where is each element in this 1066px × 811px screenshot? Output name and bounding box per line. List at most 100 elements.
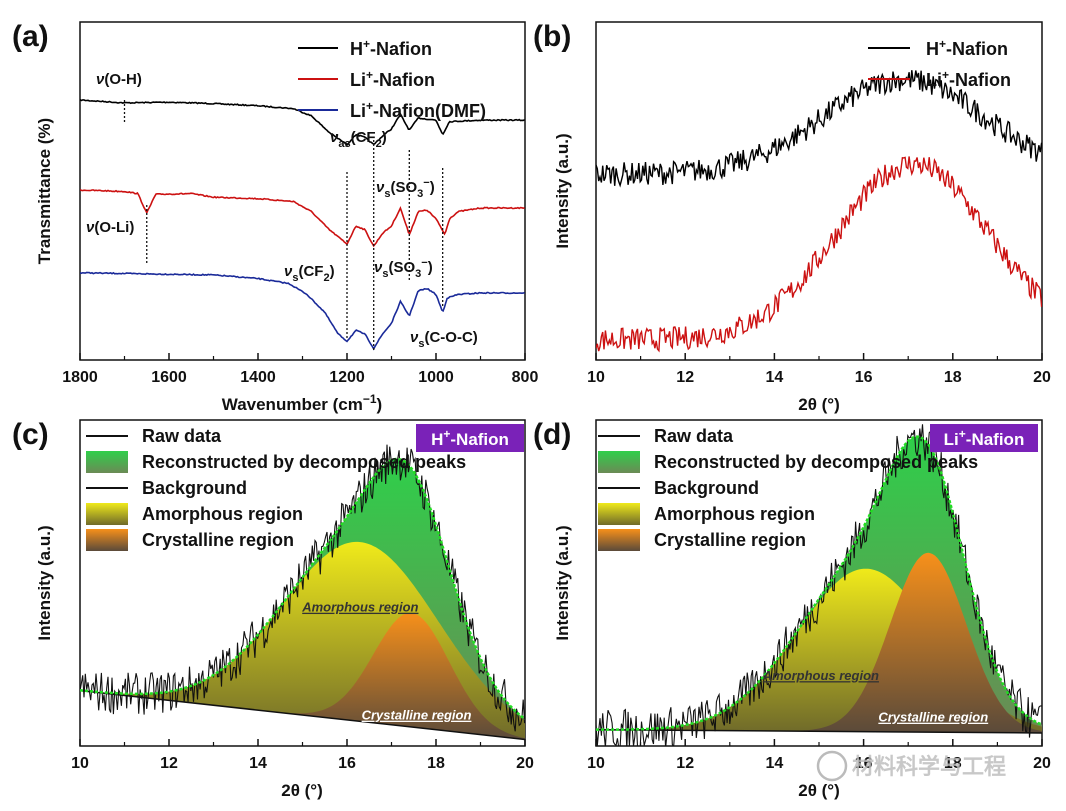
panel-c: (c) Amorphous region Crystalline region 1… xyxy=(12,418,534,800)
x-ticks-b: 10 12 14 16 18 20 xyxy=(587,353,1051,386)
legend-d: Raw data Reconstructed by decomposed peak… xyxy=(598,426,978,551)
annotation-a-6: νs(C-O-C) xyxy=(410,329,478,350)
legend-pre: Li xyxy=(926,70,942,90)
legend-swatch-4 xyxy=(86,529,128,551)
x-tick-label: 1400 xyxy=(240,369,276,386)
x-tick-label: 14 xyxy=(249,755,267,772)
legend-swatch-4 xyxy=(598,529,640,551)
annotation-text: (C-O-C) xyxy=(424,329,477,346)
x-tick-label: 12 xyxy=(676,755,694,772)
x-tick-label: 20 xyxy=(516,755,534,772)
sample-tag-bg xyxy=(930,424,1038,452)
annotation-mid: 3 xyxy=(417,188,423,200)
legend-label-b-0: H+-Nafion xyxy=(926,37,1008,59)
x-tick-label: 16 xyxy=(855,369,873,386)
amorphous-region-label: Amorphous region xyxy=(762,668,879,683)
annotation-nu: ν xyxy=(410,329,419,346)
annotation-a-0: ν(O-H) xyxy=(96,71,142,88)
marker-lines-a xyxy=(123,100,444,350)
tag-post: -Nafion xyxy=(966,430,1025,449)
raw-data-line xyxy=(596,424,1042,746)
annotation-mid: 3 xyxy=(415,268,421,280)
annotation-text: (O-H) xyxy=(104,71,142,88)
annotation-sub: as xyxy=(338,138,350,150)
legend-post: -Nafion(DMF) xyxy=(373,101,486,121)
legend-post: -Nafion xyxy=(949,70,1011,90)
watermark: 材料科学与工程 xyxy=(816,750,1006,782)
legend-c: Raw data Reconstructed by decomposed peak… xyxy=(86,426,466,551)
annotation-nu: ν xyxy=(284,263,293,280)
background-line xyxy=(596,728,1042,734)
spectrum-line-2 xyxy=(80,271,525,351)
annotation-nu: ν xyxy=(86,219,95,236)
legend-sup: + xyxy=(366,99,373,113)
annotation-mid: 2 xyxy=(323,272,329,284)
legend-label-b-1: Li+-Nafion xyxy=(926,68,1011,90)
tag-post: -Nafion xyxy=(450,430,509,449)
annotations-a: ν(O-H)ν(O-Li)νas(CF2)νs(SO3−)νs(CF2) νs(S… xyxy=(86,71,478,350)
series-group-b xyxy=(596,70,1042,353)
annotation-text: (CF xyxy=(351,129,376,146)
annotation-nu: ν xyxy=(330,129,339,146)
watermark-text: 材料科学与工程 xyxy=(852,754,1006,779)
panel-label-c: (c) xyxy=(12,418,49,451)
series-group-a xyxy=(80,98,525,351)
legend-label-a-2: Li+-Nafion(DMF) xyxy=(350,99,486,121)
legend-post: -Nafion xyxy=(370,39,432,59)
crystalline-area xyxy=(80,612,525,740)
reconstructed-line xyxy=(80,457,525,721)
tag-sup: + xyxy=(443,427,450,441)
crystalline-area xyxy=(596,552,1042,733)
annotation-sup: − xyxy=(421,257,427,269)
tag-sup: + xyxy=(959,427,966,441)
legend-label-2: Background xyxy=(654,478,759,498)
annotation-sub: s xyxy=(382,268,388,280)
x-tick-label: 800 xyxy=(512,369,539,386)
sample-tag-c: H+-Nafion xyxy=(416,424,524,452)
tag-pre: Li xyxy=(944,430,959,449)
legend-label-3: Amorphous region xyxy=(142,504,303,524)
x-tick-label: 16 xyxy=(855,755,873,772)
annotation-sup: − xyxy=(423,177,429,189)
annotation-end: ) xyxy=(330,263,335,280)
xrd-line-0 xyxy=(596,70,1042,188)
x-axis-label-a: Wavenumber (cm−1) xyxy=(222,392,382,414)
legend-label-2: Background xyxy=(142,478,247,498)
annotation-a-5: νs(SO3−) xyxy=(374,257,433,280)
annotation-end: ) xyxy=(428,259,433,276)
x-tick-label: 14 xyxy=(766,755,784,772)
sample-tag-text: H+-Nafion xyxy=(431,427,509,449)
legend-label-a-1: Li+-Nafion xyxy=(350,68,435,90)
crystalline-region-label: Crystalline region xyxy=(878,710,988,725)
spectrum-line-1 xyxy=(80,189,525,248)
xrd-line-1 xyxy=(596,156,1042,353)
legend-a: H+-Nafion Li+-Nafion Li+-Nafion(DMF) xyxy=(298,37,486,121)
legend-sup: + xyxy=(366,68,373,82)
legend-label-1: Reconstructed by decomposed peaks xyxy=(654,452,978,472)
legend-label-1: Reconstructed by decomposed peaks xyxy=(142,452,466,472)
legend-label-0: Raw data xyxy=(142,426,222,446)
x-tick-label: 12 xyxy=(676,369,694,386)
annotation-text: (SO xyxy=(388,259,415,276)
panel-label-a: (a) xyxy=(12,20,49,53)
legend-label-3: Amorphous region xyxy=(654,504,815,524)
x-axis-label-c: 2θ (°) xyxy=(281,781,323,800)
legend-swatch-3 xyxy=(598,503,640,525)
x-tick-label: 1600 xyxy=(151,369,187,386)
amorphous-region-label: Amorphous region xyxy=(301,600,418,615)
sample-tag-text: Li+-Nafion xyxy=(944,427,1025,449)
annotation-text: (O-Li) xyxy=(94,219,134,236)
legend-post: -Nafion xyxy=(373,70,435,90)
annotation-end: ) xyxy=(382,129,387,146)
x-tick-label: 10 xyxy=(587,369,605,386)
raw-data-line xyxy=(80,444,525,732)
annotation-a-1: ν(O-Li) xyxy=(86,219,134,236)
tag-pre: H xyxy=(431,430,443,449)
legend-label-a-0: H+-Nafion xyxy=(350,37,432,59)
annotation-sub: s xyxy=(384,188,390,200)
panel-label-d: (d) xyxy=(533,418,571,451)
x-tick-label: 1800 xyxy=(62,369,98,386)
legend-sup: + xyxy=(942,68,949,82)
